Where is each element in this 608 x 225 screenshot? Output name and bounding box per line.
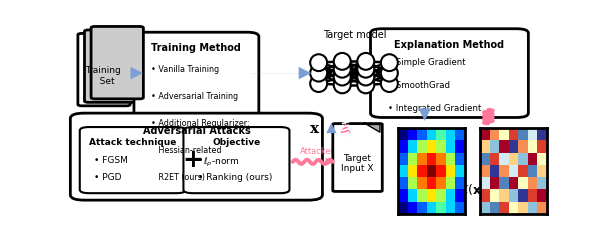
Text: $\mathcal{I}(\mathbf{x})$: $\mathcal{I}(\mathbf{x})$: [398, 182, 424, 197]
Text: Target model: Target model: [323, 30, 387, 40]
FancyBboxPatch shape: [91, 27, 143, 99]
Text: • SmoothGrad: • SmoothGrad: [388, 81, 450, 90]
Ellipse shape: [334, 77, 351, 94]
Text: • Ranking (ours): • Ranking (ours): [198, 173, 272, 182]
FancyBboxPatch shape: [184, 128, 289, 193]
Text: Objective: Objective: [212, 138, 261, 147]
Ellipse shape: [358, 61, 375, 78]
Ellipse shape: [334, 69, 351, 86]
Ellipse shape: [358, 69, 375, 86]
Text: Hessian-related: Hessian-related: [151, 146, 222, 155]
Text: Attack technique: Attack technique: [89, 138, 176, 147]
Text: • Adversarial Training: • Adversarial Training: [151, 92, 238, 101]
Polygon shape: [367, 125, 380, 133]
Ellipse shape: [310, 76, 327, 92]
Ellipse shape: [334, 61, 351, 78]
Text: Training
   Set: Training Set: [85, 66, 121, 85]
Text: Attacker: Attacker: [300, 146, 335, 155]
Text: Target
Input X: Target Input X: [341, 153, 374, 173]
Ellipse shape: [310, 55, 327, 72]
Text: • Simple Gradient: • Simple Gradient: [388, 58, 466, 67]
Ellipse shape: [358, 77, 375, 94]
FancyBboxPatch shape: [134, 33, 259, 194]
Ellipse shape: [381, 76, 398, 92]
FancyBboxPatch shape: [85, 31, 137, 103]
FancyBboxPatch shape: [80, 128, 186, 193]
Text: Adversarial Attacks: Adversarial Attacks: [142, 126, 250, 136]
Text: • Integrated Gradient: • Integrated Gradient: [388, 103, 482, 112]
Text: x': x': [353, 121, 367, 135]
Text: • PGD: • PGD: [94, 173, 122, 182]
Text: • Vanilla Training: • Vanilla Training: [151, 65, 219, 74]
FancyBboxPatch shape: [370, 30, 528, 118]
Text: +: +: [182, 148, 203, 171]
Text: •: •: [198, 155, 206, 164]
FancyBboxPatch shape: [333, 124, 382, 192]
Text: • Additional Regularizer:: • Additional Regularizer:: [151, 119, 250, 128]
Ellipse shape: [381, 65, 398, 82]
Text: $\ell_p$-norm: $\ell_p$-norm: [203, 155, 240, 168]
Ellipse shape: [381, 55, 398, 72]
FancyBboxPatch shape: [71, 114, 322, 200]
Ellipse shape: [358, 54, 375, 70]
Ellipse shape: [334, 54, 351, 70]
Text: x: x: [310, 121, 319, 135]
Text: • FGSM: • FGSM: [94, 155, 128, 164]
FancyBboxPatch shape: [78, 34, 130, 106]
Ellipse shape: [310, 65, 327, 82]
Text: Explanation Method: Explanation Method: [395, 40, 505, 50]
Text: R2ET (ours): R2ET (ours): [151, 173, 206, 182]
Text: Training Method: Training Method: [151, 43, 241, 53]
Text: $\mathcal{I}(\mathbf{x'})$: $\mathcal{I}(\mathbf{x'})$: [460, 181, 489, 197]
